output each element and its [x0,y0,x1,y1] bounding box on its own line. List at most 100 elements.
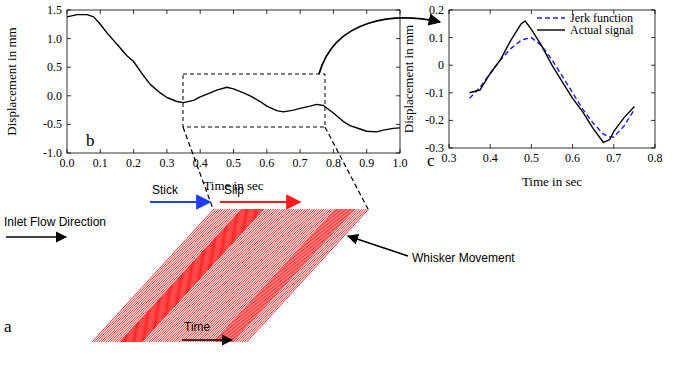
x-tick-label: 0.7 [293,156,308,170]
y-tick [67,38,71,39]
y-tick [449,148,453,149]
y-tick [449,92,453,93]
x-tick [266,149,267,153]
y-tick [651,37,655,38]
y-tick [396,67,400,68]
whisker-line [244,209,366,342]
whisker-label: Whisker Movement [412,251,515,265]
whisker-line [211,209,333,342]
y-tick-label: -0.1 [425,86,444,100]
whisker-line [219,209,341,342]
y-tick [651,10,655,11]
x-tick-label: 0.2 [126,156,141,170]
zoom-connector [183,127,213,209]
zoom-connector [325,127,368,209]
panel-label: a [4,317,12,336]
x-tick [400,10,401,14]
whisker-line [242,209,364,342]
whisker-arrow [348,236,408,256]
legend: Jerk functionActual signal [537,11,634,37]
whisker-line [232,209,354,342]
x-tick [366,10,367,14]
whisker-line [170,209,292,342]
whisker-line [209,209,331,342]
whisker-line [217,209,339,342]
x-tick [613,144,614,148]
whisker-line [161,209,283,342]
x-tick-label: 0.6 [259,156,274,170]
whisker-line [228,209,350,342]
figure: 0.00.10.20.30.40.50.60.70.80.91.0-1.0-0.… [0,0,685,367]
y-tick-label: 0.0 [47,89,62,103]
stick-arrow [150,201,210,203]
y-tick-label: 1.5 [47,3,62,17]
series-line [470,21,635,142]
y-tick [651,148,655,149]
x-tick [166,10,167,14]
whisker-line [224,209,346,342]
legend-label: Actual signal [570,23,634,37]
x-tick [655,144,656,148]
whisker-line [151,209,273,342]
x-tick [67,149,68,153]
inlet-label: Inlet Flow Direction [4,215,106,229]
inlet-arrow [6,236,66,238]
y-tick [449,10,453,11]
y-axis-label: Displacement in mm [4,27,19,135]
x-tick-label: 0.9 [359,156,374,170]
whisker-line [233,209,355,342]
y-tick [67,124,71,125]
whisker-line [163,209,285,342]
whisker-line [154,209,276,342]
x-tick [233,149,234,153]
whisker-line [225,209,347,342]
x-tick-label: 0.4 [483,151,498,165]
whisker-line [238,209,360,342]
whisker-line [149,209,271,342]
x-tick-label: 0.6 [565,151,580,165]
y-tick [396,124,400,125]
x-tick [133,10,134,14]
whisker-line [223,209,345,342]
y-tick-label: 1.0 [47,32,62,46]
x-tick-label: 0.8 [648,151,663,165]
time-label: Time [184,320,211,334]
x-tick [233,10,234,14]
diagram-a: Inlet Flow DirectionStickSlipWhisker Mov… [4,127,515,342]
x-tick [333,10,334,14]
whisker-line [213,209,335,342]
y-tick [449,65,453,66]
chart-c: 0.30.40.50.60.70.8-0.3-0.2-0.100.10.2Tim… [401,3,663,189]
whisker-line [247,209,369,342]
y-tick-label: 0.5 [47,60,62,74]
whisker-line [167,209,289,342]
whisker-line [165,209,287,342]
y-tick [651,120,655,121]
zoom-arrow [319,18,440,74]
time-arrow [182,339,232,341]
whisker-line [220,209,342,342]
x-tick [200,149,201,153]
zoom-box [183,74,325,127]
whisker-line [207,209,329,342]
plot-frame [449,10,655,148]
y-tick-label: -0.2 [425,113,444,127]
y-tick [449,37,453,38]
whisker-line [216,209,338,342]
y-tick [396,10,400,11]
y-tick [396,38,400,39]
x-tick [572,144,573,148]
whisker-line [230,209,352,342]
x-tick [449,144,450,148]
y-tick [67,95,71,96]
x-tick [333,149,334,153]
legend-swatch [537,29,565,30]
x-tick-label: 1.0 [393,156,408,170]
y-tick-label: -0.5 [43,117,62,131]
slip-label: Slip [224,183,244,197]
y-tick [396,95,400,96]
x-tick [166,149,167,153]
y-tick-label: -1.0 [43,146,62,160]
x-tick-label: 0.3 [159,156,174,170]
x-tick [300,10,301,14]
